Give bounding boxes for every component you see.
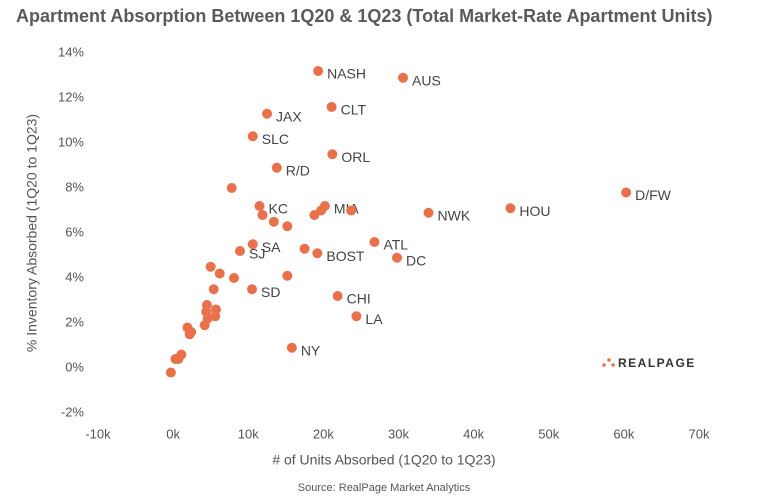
point	[268, 216, 279, 227]
point	[398, 72, 409, 83]
x-tick-label: 70k	[689, 426, 710, 441]
point	[262, 108, 273, 119]
y-tick-label: 6%	[65, 224, 84, 239]
x-tick-label: 60k	[613, 426, 634, 441]
point	[282, 270, 293, 281]
point	[286, 342, 297, 353]
point-label: D/FW	[635, 187, 672, 203]
y-tick-label: 4%	[65, 269, 84, 284]
y-tick-label: 14%	[58, 44, 84, 59]
point	[234, 246, 245, 256]
point	[312, 248, 323, 259]
y-tick-label: 8%	[65, 179, 84, 194]
y-tick-label: 12%	[58, 89, 84, 104]
point	[505, 203, 516, 214]
point	[369, 237, 380, 247]
point	[165, 367, 176, 378]
point	[257, 210, 268, 220]
point	[199, 320, 210, 331]
point	[254, 201, 265, 211]
y-tick-label: 0%	[65, 359, 84, 374]
x-tick-label: 30k	[388, 426, 409, 441]
point	[214, 268, 225, 279]
point	[313, 66, 324, 76]
y-tick-label: 10%	[58, 134, 84, 149]
y-tick-label: -2%	[61, 404, 85, 419]
point	[332, 291, 343, 301]
point	[247, 131, 258, 142]
point	[326, 102, 337, 112]
point	[184, 329, 195, 340]
point	[208, 284, 219, 295]
point-label: NWK	[438, 207, 471, 223]
point-label: HOU	[519, 203, 550, 219]
point	[327, 149, 338, 160]
x-tick-label: 50k	[538, 426, 559, 441]
point	[316, 205, 327, 216]
point-label: KC	[269, 201, 288, 217]
x-tick-label: -10k	[85, 426, 111, 441]
x-tick-label: 40k	[463, 426, 484, 441]
point	[210, 311, 221, 322]
point-label: CHI	[347, 291, 371, 307]
point-label: ORL	[341, 149, 370, 165]
point	[423, 207, 434, 218]
x-tick-label: 20k	[313, 426, 334, 441]
point	[170, 354, 181, 364]
point-label: NASH	[327, 66, 366, 82]
point	[271, 162, 282, 173]
point	[228, 273, 239, 283]
point	[247, 239, 258, 250]
point	[226, 183, 237, 193]
point-label: AUS	[412, 72, 441, 88]
point	[351, 311, 362, 322]
point-label: LA	[365, 311, 383, 327]
point-label: SJ	[249, 246, 265, 262]
point	[346, 205, 357, 216]
point	[247, 284, 258, 295]
y-axis-label: % Inventory Absorbed (1Q20 to 1Q23)	[24, 114, 40, 352]
point-label: CLT	[341, 102, 367, 118]
x-axis-label: # of Units Absorbed (1Q20 to 1Q23)	[272, 452, 495, 468]
point-label: ATL	[383, 237, 408, 253]
point-label: DC	[406, 252, 426, 268]
point	[205, 261, 216, 272]
point	[282, 221, 293, 232]
point	[621, 187, 632, 198]
point-label: NY	[301, 342, 321, 358]
y-tick-label: 2%	[65, 314, 84, 329]
x-tick-label: 0k	[166, 426, 180, 441]
source: Source: RealPage Market Analytics	[298, 482, 471, 494]
point	[299, 243, 310, 254]
point-label: JAX	[276, 108, 302, 124]
point-label: BOST	[326, 248, 365, 264]
point-label: R/D	[286, 162, 310, 178]
x-tick-label: 10k	[238, 426, 259, 441]
chart-title: Apartment Absorption Between 1Q20 & 1Q23…	[16, 6, 712, 26]
point-label: SLC	[262, 131, 289, 147]
logo-icon	[602, 358, 615, 367]
point-label: SD	[261, 284, 280, 300]
logo: REALPAGE	[618, 356, 696, 370]
point-label: SA	[262, 239, 281, 255]
point	[391, 252, 402, 263]
